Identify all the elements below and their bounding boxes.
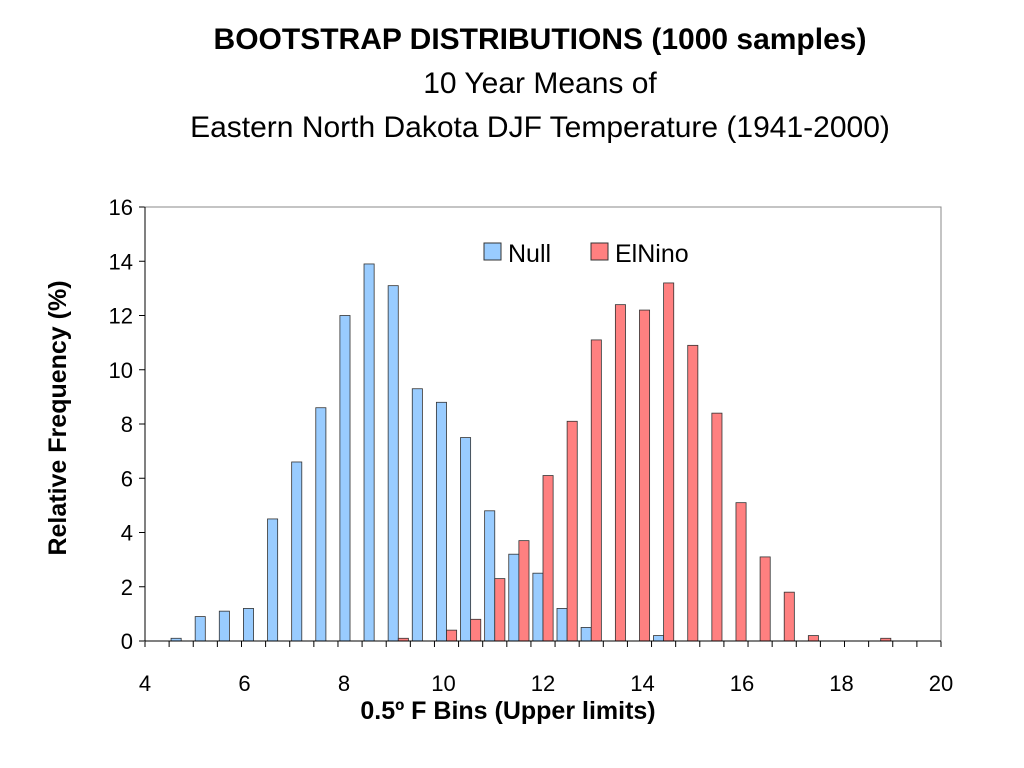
bar-elnino bbox=[614, 304, 626, 642]
bar-elnino bbox=[542, 475, 554, 642]
bar-elnino bbox=[687, 344, 699, 642]
bar-elnino bbox=[470, 618, 482, 642]
bar-elnino bbox=[759, 556, 771, 642]
y-tick-label: 6 bbox=[121, 466, 133, 491]
y-tick-label: 0 bbox=[121, 629, 133, 654]
bar-elnino bbox=[446, 629, 458, 642]
bar-null bbox=[291, 461, 303, 642]
x-tick-label: 14 bbox=[630, 671, 654, 696]
bar-elnino bbox=[663, 282, 675, 642]
bar-elnino bbox=[518, 540, 530, 642]
x-tick-label: 20 bbox=[929, 671, 953, 696]
bar-elnino bbox=[807, 635, 819, 642]
x-tick-label: 12 bbox=[531, 671, 555, 696]
bar-null bbox=[580, 627, 592, 642]
bar-null bbox=[387, 285, 399, 642]
bar-null bbox=[484, 510, 496, 642]
x-tick-label: 4 bbox=[139, 671, 151, 696]
bars bbox=[170, 263, 892, 642]
y-tick-label: 16 bbox=[109, 195, 133, 220]
bar-elnino bbox=[639, 309, 651, 642]
bar-null bbox=[194, 616, 206, 642]
bar-null bbox=[411, 388, 423, 642]
y-axis-title: Relative Frequency (%) bbox=[44, 280, 72, 555]
bar-elnino bbox=[735, 502, 747, 642]
bar-null bbox=[218, 610, 230, 642]
y-axis-ticks: 0 2 4 6 8 10 12 14 16 bbox=[109, 195, 145, 654]
y-tick-label: 12 bbox=[109, 304, 133, 329]
x-axis-title: 0.5º F Bins (Upper limits) bbox=[360, 697, 655, 725]
bar-null bbox=[363, 263, 375, 642]
chart-subtitle-line-1: 10 Year Means of bbox=[423, 67, 657, 100]
bar-null bbox=[532, 572, 544, 642]
x-axis-ticks: 4 6 8 10 12 14 16 18 20 bbox=[139, 641, 953, 696]
legend-swatch-elnino bbox=[590, 242, 609, 261]
bar-null bbox=[508, 553, 520, 642]
bar-null bbox=[267, 518, 279, 642]
title-block: BOOTSTRAP DISTRIBUTIONS (1000 samples) 1… bbox=[0, 18, 1024, 150]
y-tick-label: 14 bbox=[109, 249, 133, 274]
bar-elnino bbox=[783, 591, 795, 642]
x-tick-label: 18 bbox=[829, 671, 853, 696]
bar-elnino bbox=[566, 420, 578, 642]
bar-null bbox=[653, 635, 665, 642]
bar-null bbox=[435, 401, 447, 642]
bar-null bbox=[460, 437, 472, 642]
bar-null bbox=[243, 608, 254, 642]
bar-elnino bbox=[494, 578, 506, 642]
x-tick-label: 6 bbox=[238, 671, 250, 696]
bar-null bbox=[556, 608, 568, 642]
bar-null bbox=[339, 315, 351, 642]
bar-elnino bbox=[590, 339, 602, 642]
y-tick-label: 4 bbox=[121, 521, 133, 546]
bar-elnino bbox=[711, 412, 723, 642]
y-tick-label: 8 bbox=[121, 412, 133, 437]
legend-label-null: Null bbox=[508, 240, 551, 268]
x-tick-label: 8 bbox=[338, 671, 350, 696]
y-tick-label: 2 bbox=[121, 575, 133, 600]
legend-swatch-null bbox=[483, 242, 502, 261]
chart-title: BOOTSTRAP DISTRIBUTIONS (1000 samples) bbox=[213, 23, 867, 56]
bar-null bbox=[315, 407, 327, 642]
legend: Null ElNino bbox=[483, 240, 689, 268]
legend-label-elnino: ElNino bbox=[615, 240, 689, 268]
chart-subtitle-line-2: Eastern North Dakota DJF Temperature (19… bbox=[190, 111, 890, 144]
y-tick-label: 10 bbox=[109, 358, 133, 383]
x-tick-label: 16 bbox=[730, 671, 754, 696]
x-tick-label: 10 bbox=[431, 671, 455, 696]
